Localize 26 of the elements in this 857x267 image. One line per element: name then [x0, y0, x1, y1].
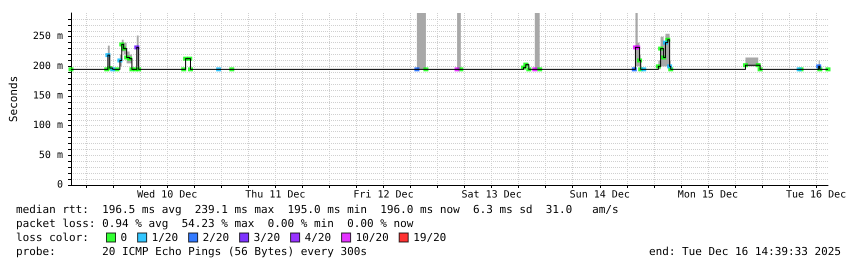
legend-label: 10/20 [356, 231, 389, 244]
y-tick-label: 50 m [38, 150, 63, 161]
y-axis-title: Seconds [7, 76, 20, 122]
legend-label: 2/20 [202, 231, 230, 244]
text: end: Tue Dec 16 14:39:33 2025 [648, 245, 842, 258]
x-tick-label: Fri 12 Dec [353, 190, 414, 200]
text: median rtt: 196.5 ms avg 239.1 ms max 195.0 ms min 196.0 ms now 6.3 ms sd 31.0 am/s [16, 203, 619, 216]
legend-label: 19/20 [413, 231, 446, 244]
legend-title: loss color: [16, 231, 89, 244]
text: probe: 20 ICMP Echo Pings (56 Bytes) every 300s [16, 245, 367, 258]
y-tick-label: 200 m [32, 60, 63, 72]
y-tick-label: 0 [56, 180, 63, 190]
y-tick-label: 250 m [32, 31, 63, 42]
x-tick-label: Sat 13 Dec [462, 190, 522, 200]
x-tick-label: Mon 15 Dec [678, 190, 738, 200]
x-tick-label: Thu 11 Dec [245, 190, 306, 200]
legend-label: 1/20 [152, 231, 178, 244]
x-tick-label: Wed 10 Dec [137, 190, 198, 200]
x-tick-label: Sun 14 Dec [570, 190, 630, 200]
y-tick-label: 100 m [32, 120, 63, 132]
x-tick-label: Tue 16 Dec [786, 190, 846, 200]
legend-label: 3/20 [254, 231, 280, 244]
legend-label: 0 [120, 231, 128, 244]
legend-label: 4/20 [304, 231, 332, 244]
text: packet loss: 0.94 % avg 54.23 % max 0.00 % min 0.00 % now [16, 217, 414, 230]
y-tick-label: 150 m [32, 90, 63, 102]
